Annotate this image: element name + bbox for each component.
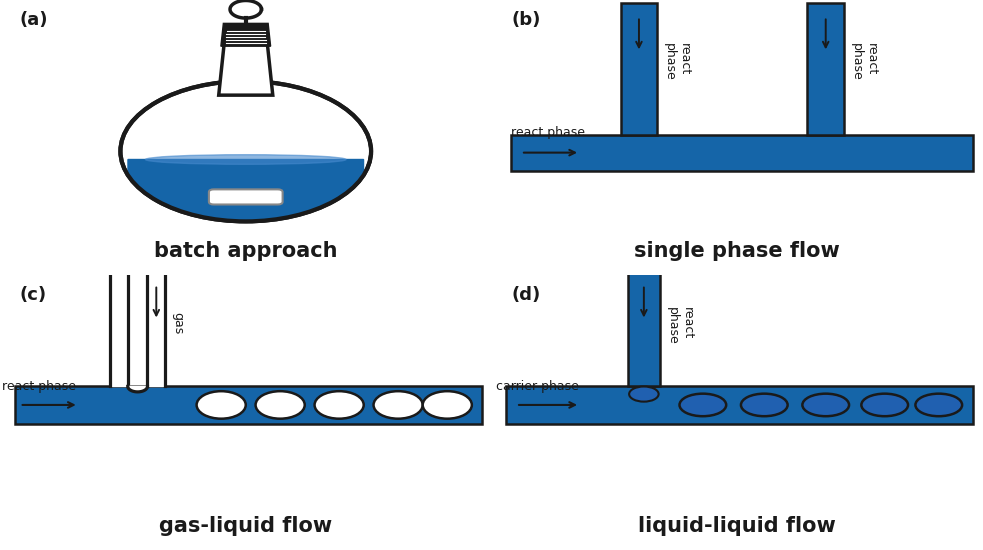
Circle shape: [315, 391, 364, 419]
Text: (d): (d): [511, 286, 541, 304]
Polygon shape: [221, 23, 270, 46]
Text: react phase: react phase: [511, 126, 585, 139]
Circle shape: [121, 81, 372, 221]
Polygon shape: [128, 387, 147, 392]
Circle shape: [197, 391, 246, 419]
Bar: [628, 271, 660, 387]
Polygon shape: [219, 44, 273, 95]
Circle shape: [374, 391, 423, 419]
Bar: [620, 3, 658, 135]
Text: (a): (a): [20, 11, 48, 29]
Ellipse shape: [679, 394, 726, 416]
Text: gas-liquid flow: gas-liquid flow: [159, 516, 332, 536]
Ellipse shape: [861, 394, 908, 416]
Text: carrier phase: carrier phase: [496, 381, 579, 393]
Bar: [506, 387, 973, 424]
Bar: [15, 387, 482, 424]
Ellipse shape: [915, 394, 962, 416]
Text: (c): (c): [20, 286, 47, 304]
Text: (b): (b): [511, 11, 541, 29]
Bar: [511, 135, 973, 170]
Ellipse shape: [145, 155, 346, 164]
Circle shape: [423, 391, 472, 419]
Text: react
phase: react phase: [850, 43, 878, 81]
Text: liquid-liquid flow: liquid-liquid flow: [638, 516, 837, 536]
Text: gas: gas: [171, 312, 184, 334]
Ellipse shape: [802, 394, 849, 416]
FancyBboxPatch shape: [209, 189, 283, 205]
Text: react
phase: react phase: [665, 307, 694, 345]
Ellipse shape: [741, 394, 787, 416]
Text: single phase flow: single phase flow: [634, 241, 840, 261]
Bar: [807, 3, 844, 135]
Text: react phase: react phase: [3, 381, 77, 393]
Ellipse shape: [629, 387, 659, 402]
Text: react
phase: react phase: [664, 43, 691, 81]
Circle shape: [256, 391, 305, 419]
Text: batch approach: batch approach: [154, 241, 337, 261]
Polygon shape: [128, 160, 364, 221]
